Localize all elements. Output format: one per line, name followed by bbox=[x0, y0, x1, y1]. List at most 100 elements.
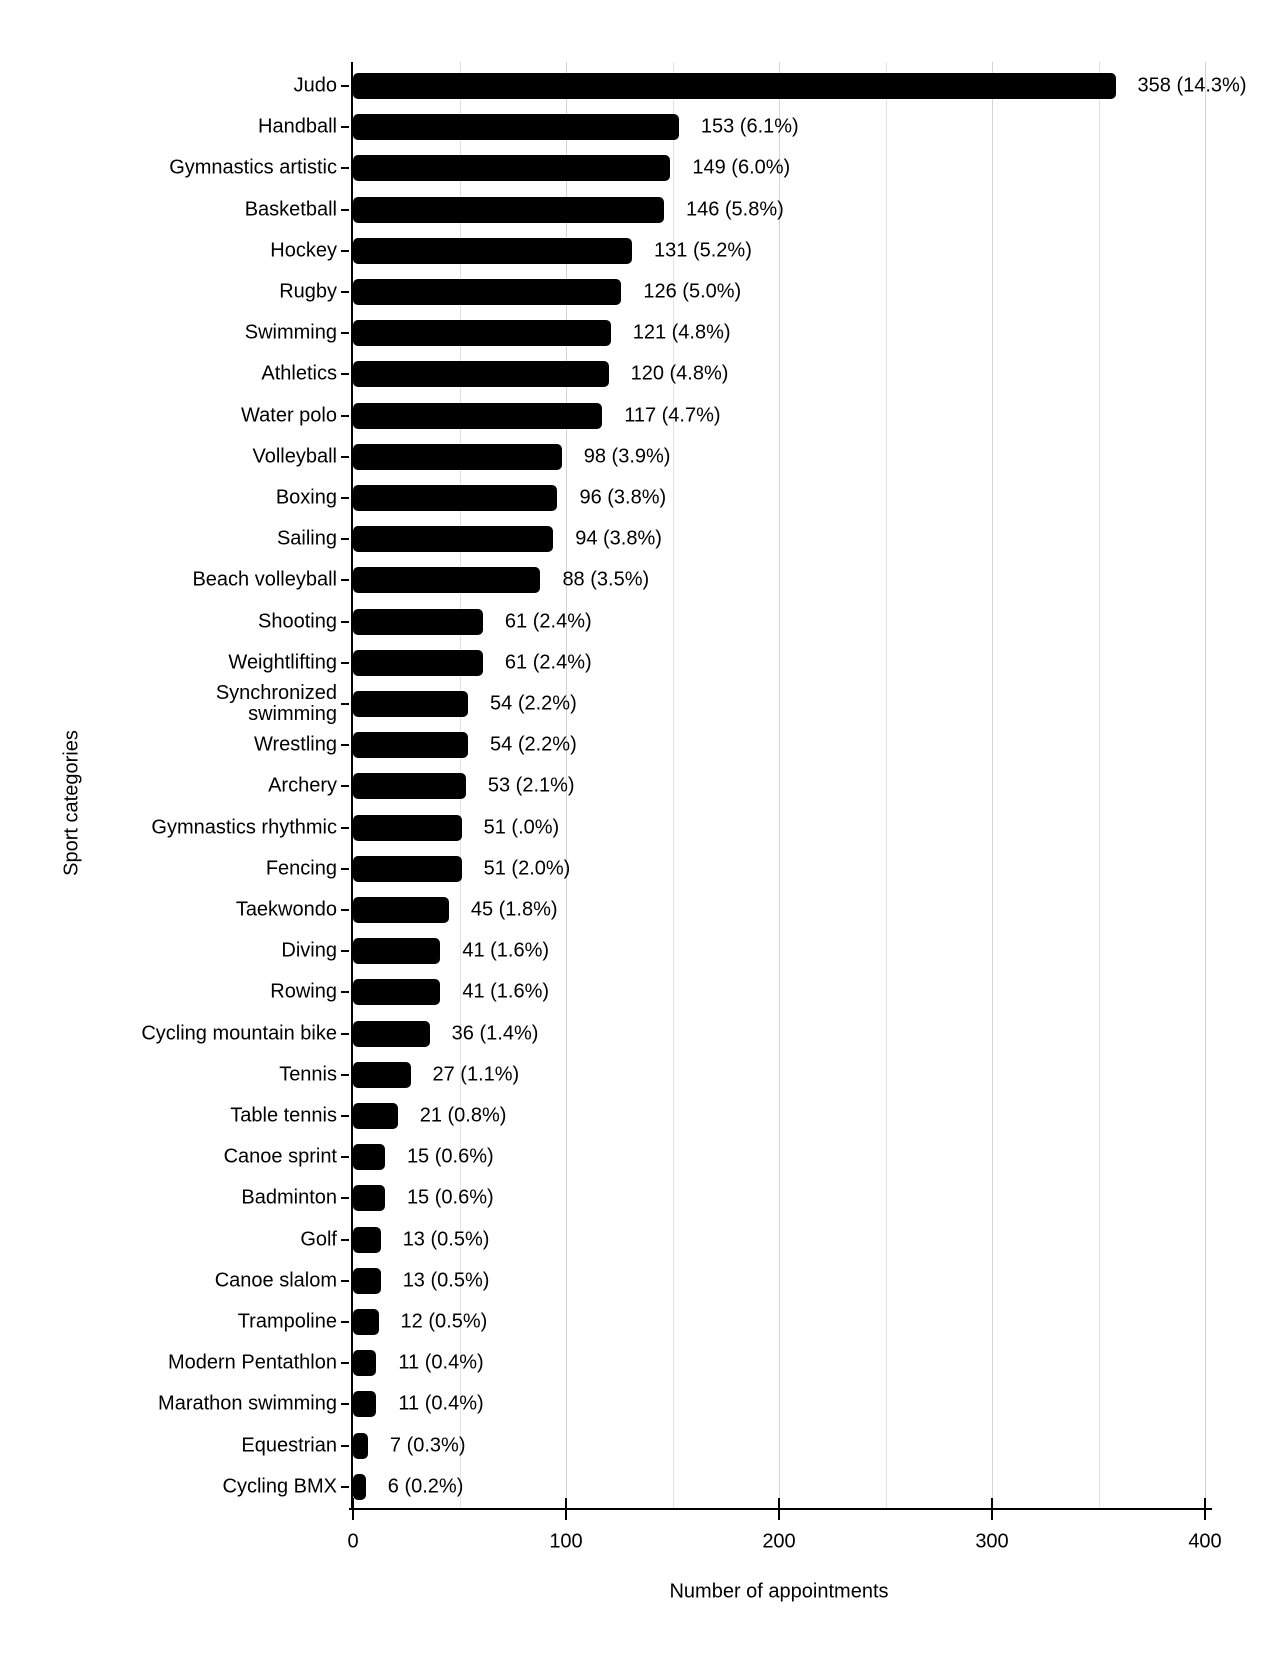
value-label: 36 (1.4%) bbox=[451, 1022, 539, 1045]
value-label: 21 (0.8%) bbox=[419, 1104, 507, 1127]
category-label: Table tennis bbox=[230, 1104, 337, 1127]
bar bbox=[353, 1185, 385, 1212]
value-label: 53 (2.1%) bbox=[487, 774, 575, 797]
y-tick bbox=[341, 414, 349, 417]
value-label: 27 (1.1%) bbox=[432, 1063, 520, 1086]
bar bbox=[353, 1144, 385, 1171]
bar bbox=[353, 196, 664, 223]
category-label: Beach volleyball bbox=[192, 568, 337, 591]
category-label: Shooting bbox=[258, 610, 337, 633]
category-label: Fencing bbox=[265, 857, 337, 880]
y-tick bbox=[341, 1073, 349, 1076]
minor-gridline bbox=[885, 62, 887, 1508]
major-gridline bbox=[1205, 62, 1206, 1508]
value-label: 6 (0.2%) bbox=[387, 1475, 464, 1498]
y-tick bbox=[341, 579, 349, 582]
value-label: 94 (3.8%) bbox=[575, 527, 662, 550]
value-label: 98 (3.9%) bbox=[583, 445, 671, 468]
category-label: Gymnastics rhythmic bbox=[151, 816, 337, 839]
y-tick bbox=[341, 991, 349, 994]
y-tick bbox=[341, 785, 349, 788]
y-tick bbox=[341, 950, 349, 953]
value-label: 15 (0.6%) bbox=[406, 1145, 494, 1168]
value-label: 54 (2.2%) bbox=[490, 733, 577, 756]
category-label: Water polo bbox=[241, 404, 337, 427]
y-tick bbox=[341, 1238, 349, 1241]
bar bbox=[353, 320, 611, 347]
y-tick bbox=[341, 208, 349, 211]
y-tick bbox=[341, 497, 349, 499]
bar bbox=[353, 1432, 368, 1459]
bar bbox=[353, 773, 466, 800]
bar bbox=[353, 1309, 379, 1335]
category-label: Volleyball bbox=[252, 445, 337, 468]
x-tick-label: 200 bbox=[762, 1530, 796, 1553]
bar bbox=[353, 855, 462, 882]
minor-gridline bbox=[1098, 62, 1100, 1508]
category-label: Judo bbox=[293, 74, 337, 97]
bar bbox=[353, 608, 483, 635]
bar bbox=[353, 1350, 377, 1377]
bar bbox=[353, 649, 483, 676]
x-tick-label: 100 bbox=[549, 1530, 583, 1553]
y-tick bbox=[341, 909, 349, 911]
category-label: Taekwondo bbox=[235, 898, 337, 921]
value-label: 96 (3.8%) bbox=[579, 486, 667, 509]
bar bbox=[353, 1473, 366, 1500]
x-tick bbox=[778, 1498, 780, 1520]
y-tick bbox=[341, 85, 349, 87]
bar bbox=[353, 73, 1116, 99]
value-label: 88 (3.5%) bbox=[562, 568, 650, 591]
bar bbox=[353, 938, 441, 965]
y-axis-title: Sport categories bbox=[60, 730, 83, 876]
y-tick bbox=[341, 126, 349, 129]
bar bbox=[353, 155, 671, 182]
y-tick bbox=[341, 1485, 349, 1488]
value-label: 153 (6.1%) bbox=[700, 115, 799, 138]
x-tick bbox=[565, 1498, 567, 1520]
bar bbox=[353, 814, 462, 841]
bar bbox=[353, 114, 679, 141]
y-axis-line bbox=[351, 62, 353, 1508]
x-tick-label: 0 bbox=[347, 1530, 359, 1553]
y-tick bbox=[341, 867, 349, 870]
category-label: Hockey bbox=[270, 239, 337, 262]
major-gridline bbox=[779, 62, 780, 1508]
category-label: Gymnastics artistic bbox=[169, 156, 337, 179]
value-label: 61 (2.4%) bbox=[504, 610, 592, 633]
value-label: 131 (5.2%) bbox=[654, 239, 752, 262]
value-label: 54 (2.2%) bbox=[490, 692, 577, 715]
y-tick bbox=[341, 1403, 349, 1406]
category-label: Rugby bbox=[279, 280, 337, 303]
bar bbox=[353, 1226, 381, 1253]
value-label: 126 (5.0%) bbox=[643, 280, 742, 303]
y-tick bbox=[341, 1279, 349, 1282]
bar bbox=[353, 567, 541, 594]
y-tick bbox=[341, 455, 349, 458]
y-tick bbox=[341, 1032, 349, 1035]
y-tick bbox=[341, 620, 349, 623]
category-label: Cycling mountain bike bbox=[141, 1022, 337, 1045]
x-tick bbox=[1204, 1498, 1206, 1520]
category-label: Boxing bbox=[275, 486, 337, 509]
category-label: Golf bbox=[300, 1228, 337, 1251]
value-label: 13 (0.5%) bbox=[402, 1228, 490, 1251]
bar bbox=[353, 897, 449, 923]
value-label: 358 (14.3%) bbox=[1137, 74, 1247, 97]
value-label: 12 (0.5%) bbox=[400, 1310, 488, 1333]
bar bbox=[353, 361, 609, 388]
bar bbox=[353, 1020, 430, 1047]
y-tick bbox=[341, 661, 349, 664]
y-tick bbox=[341, 826, 349, 829]
y-tick bbox=[341, 373, 349, 376]
bar bbox=[353, 443, 562, 470]
category-label: Synchronized swimming bbox=[215, 682, 337, 725]
bar bbox=[353, 279, 622, 305]
category-label: Modern Pentathlon bbox=[167, 1351, 337, 1374]
y-tick bbox=[341, 538, 349, 541]
y-tick bbox=[341, 1115, 349, 1117]
y-tick bbox=[341, 332, 349, 335]
major-gridline bbox=[566, 62, 567, 1508]
bar bbox=[353, 402, 603, 429]
